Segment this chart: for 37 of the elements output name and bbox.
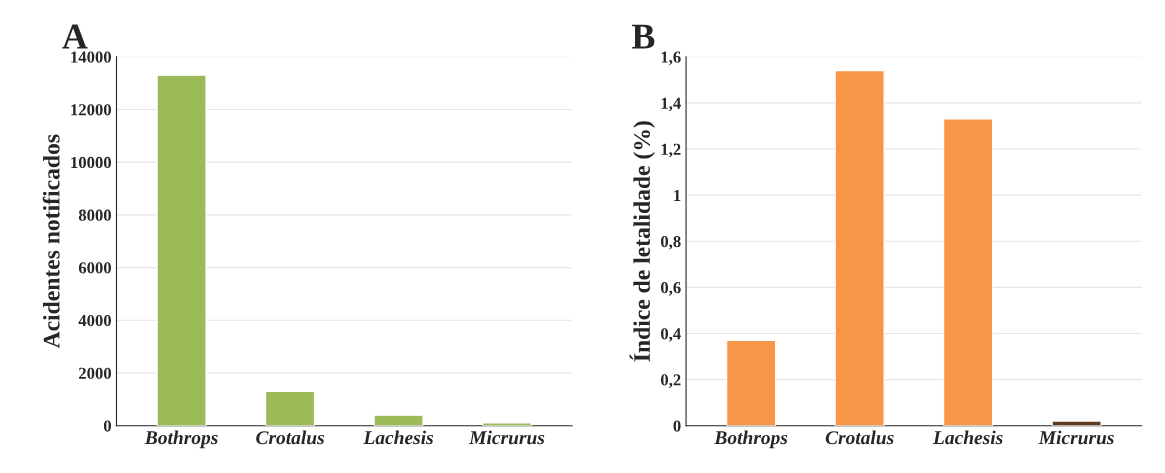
y-tick-label: 0,8 <box>661 235 681 250</box>
y-tick-label: 1,4 <box>661 97 681 112</box>
bar <box>943 118 994 426</box>
y-axis-title: Acidentes notificados <box>42 134 60 349</box>
y-tick-label: 0 <box>673 420 681 432</box>
x-tick-label: Lachesis <box>932 430 1003 445</box>
bar <box>156 74 207 426</box>
x-tick-label: Lachesis <box>363 430 434 445</box>
x-tick-label: Crotalus <box>825 430 894 445</box>
bar <box>482 422 533 426</box>
y-tick-label: 4000 <box>78 314 111 327</box>
chart-title: A <box>62 24 88 49</box>
y-tick-label: 2000 <box>79 367 111 379</box>
y-tick-label: 0,2 <box>661 374 681 388</box>
bar <box>265 390 316 426</box>
y-tick-label: 6000 <box>78 262 111 274</box>
y-tick-label: 10000 <box>71 156 111 169</box>
x-tick-label: Micrurus <box>1038 430 1114 445</box>
x-tick-label: Micrurus <box>468 430 545 445</box>
bar <box>834 70 885 426</box>
y-axis-title: Índice de letalidade (%) <box>629 121 655 362</box>
y-tick-label: 12000 <box>71 104 111 116</box>
y-tick-label: 14000 <box>71 51 111 63</box>
x-tick-label: Crotalus <box>256 430 325 445</box>
y-tick-label: 1,2 <box>661 143 681 158</box>
y-tick-label: 1,6 <box>661 51 681 66</box>
x-tick-label: Bothrops <box>714 430 788 449</box>
chart-title: B <box>631 24 655 49</box>
bar <box>373 414 424 426</box>
y-tick-label: 0,6 <box>661 282 681 296</box>
y-tick-label: 0,4 <box>661 328 681 342</box>
bar <box>726 339 777 426</box>
y-tick-label: 0 <box>103 420 111 432</box>
x-tick-label: Bothrops <box>144 430 218 449</box>
y-tick-label: 8000 <box>78 209 111 221</box>
bar <box>1051 420 1102 426</box>
y-tick-label: 1 <box>674 189 681 201</box>
